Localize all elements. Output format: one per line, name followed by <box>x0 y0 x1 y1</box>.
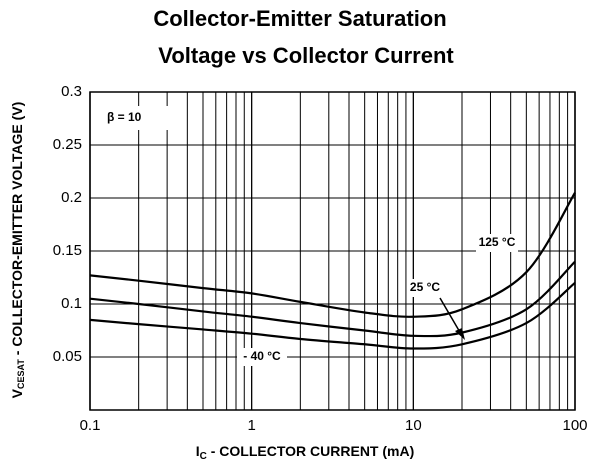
label-bg <box>476 234 518 252</box>
series-label: 125 °C <box>479 235 516 249</box>
y-tick-label: 0.1 <box>61 295 82 312</box>
label-bg <box>237 348 287 366</box>
y-tick-label: 0.3 <box>61 83 82 100</box>
y-tick-label: 0.15 <box>53 242 82 259</box>
series-label: - 40 °C <box>243 349 281 363</box>
arrow <box>439 297 462 335</box>
series-line <box>89 281 576 350</box>
y-axis-label-main: V <box>9 388 25 398</box>
y-tick-label: 0.05 <box>53 348 82 365</box>
chart-title: Voltage vs Collector Current <box>158 43 454 68</box>
annotation: β = 10 <box>107 110 142 124</box>
x-tick-label: 10 <box>405 417 422 434</box>
y-axis-label-sub: CESAT <box>16 359 26 389</box>
x-tick-label: 1 <box>247 417 255 434</box>
x-tick-label: 100 <box>562 417 587 434</box>
series-line <box>89 260 576 338</box>
y-axis-label-rest: - COLLECTOR-EMITTER VOLTAGE (V) <box>9 102 25 359</box>
y-axis-label: VCESAT - COLLECTOR-EMITTER VOLTAGE (V) <box>9 102 27 399</box>
arrow-head <box>455 328 465 340</box>
series-line <box>89 192 576 318</box>
label-bg <box>407 279 443 297</box>
x-axis-label-rest: - COLLECTOR CURRENT (mA) <box>207 443 414 459</box>
y-tick-label: 0.2 <box>61 189 82 206</box>
x-axis-label-sub: C <box>200 451 207 462</box>
x-tick-label: 0.1 <box>80 417 101 434</box>
y-tick-label: 0.25 <box>53 136 82 153</box>
plot-frame <box>89 91 576 411</box>
chart-title: Collector-Emitter Saturation <box>153 6 446 31</box>
x-axis-label: IC - COLLECTOR CURRENT (mA) <box>196 443 415 462</box>
x-axis-label-main: I <box>196 443 200 459</box>
series-label: 25 °C <box>410 280 440 294</box>
annotation-bg <box>98 106 172 130</box>
